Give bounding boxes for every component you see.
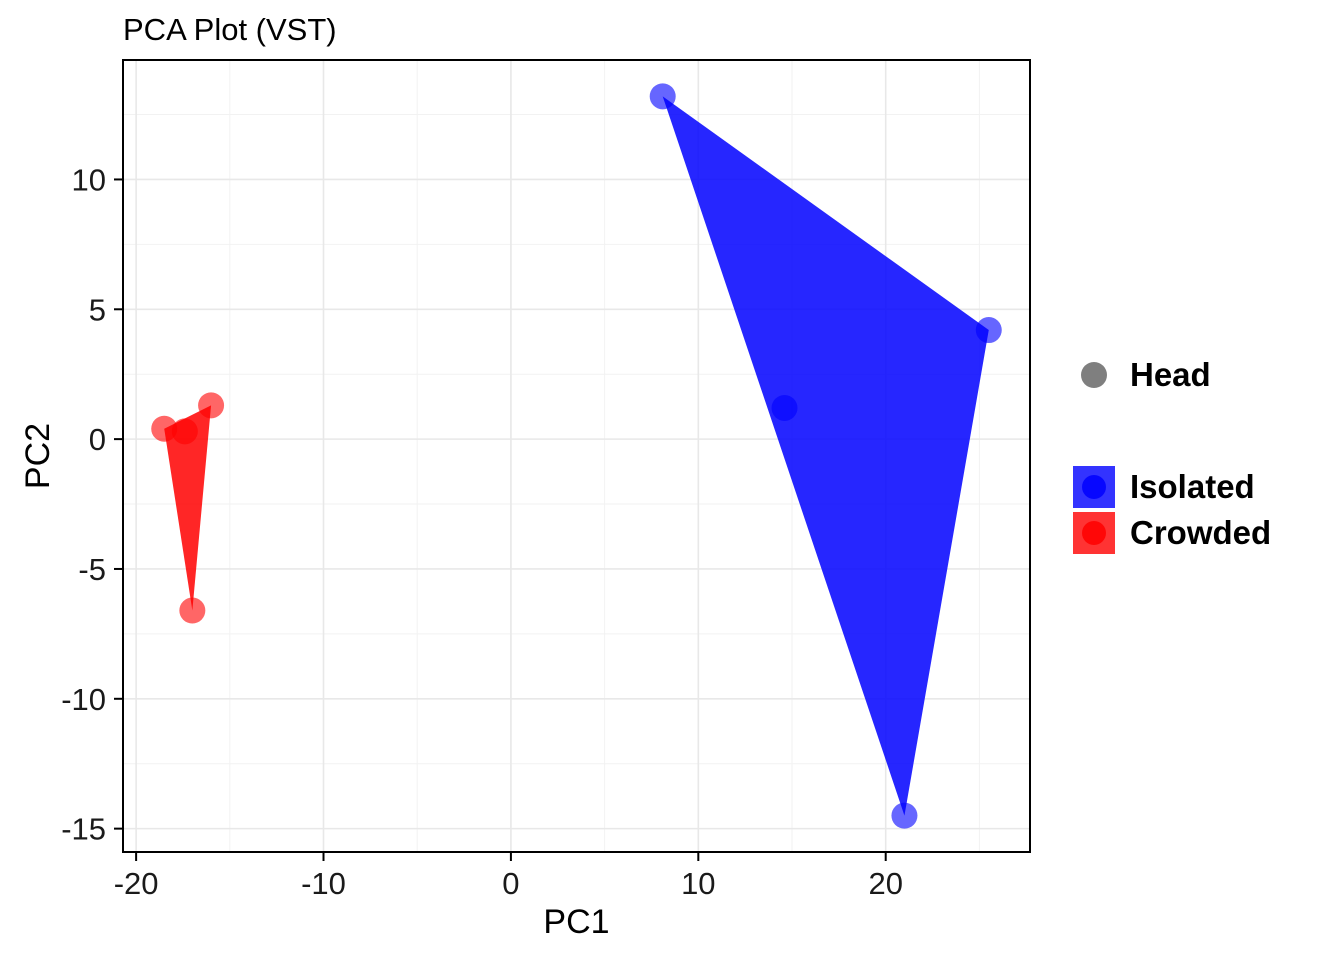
legend-label-crowded: Crowded — [1130, 514, 1272, 551]
y-tick-label: 10 — [72, 162, 106, 197]
y-tick-label: 5 — [89, 292, 106, 327]
x-axis-title: PC1 — [543, 903, 610, 941]
legend-label-isolated: Isolated — [1130, 468, 1255, 505]
chart-title: PCA Plot (VST) — [123, 12, 337, 47]
x-tick-label: 20 — [868, 866, 902, 901]
legend-group-gap — [1072, 398, 1271, 464]
x-tick-label: 10 — [681, 866, 715, 901]
x-tick-label: 0 — [502, 866, 519, 901]
y-tick-label: -15 — [61, 812, 106, 847]
legend-entry-crowded: Crowded — [1072, 510, 1271, 556]
legend-entry-head: Head — [1072, 352, 1271, 398]
data-point-isolated — [771, 394, 798, 421]
data-point-crowded — [198, 392, 225, 419]
y-tick-label: 0 — [89, 422, 106, 457]
head-point-icon — [1081, 362, 1107, 388]
y-tick-label: -5 — [78, 552, 106, 587]
x-tick-label: -20 — [114, 866, 159, 901]
isolated-swatch-icon — [1073, 466, 1115, 508]
data-point-isolated — [975, 317, 1002, 344]
data-point-isolated — [891, 802, 918, 829]
y-tick-label: -10 — [61, 682, 106, 717]
data-point-crowded — [171, 418, 198, 445]
legend-label-head: Head — [1130, 356, 1211, 393]
data-point-crowded — [179, 597, 206, 624]
legend: Head Isolated Crowded — [1072, 352, 1271, 556]
hull-polygon-crowded — [164, 405, 212, 611]
crowded-swatch-icon — [1073, 512, 1115, 554]
data-point-isolated — [649, 83, 676, 110]
legend-entry-isolated: Isolated — [1072, 464, 1271, 510]
y-axis-title: PC2 — [19, 422, 57, 490]
x-tick-label: -10 — [301, 866, 346, 901]
data-point-crowded — [151, 415, 178, 442]
hull-polygon-isolated — [662, 96, 989, 816]
panel-border — [122, 59, 1031, 853]
